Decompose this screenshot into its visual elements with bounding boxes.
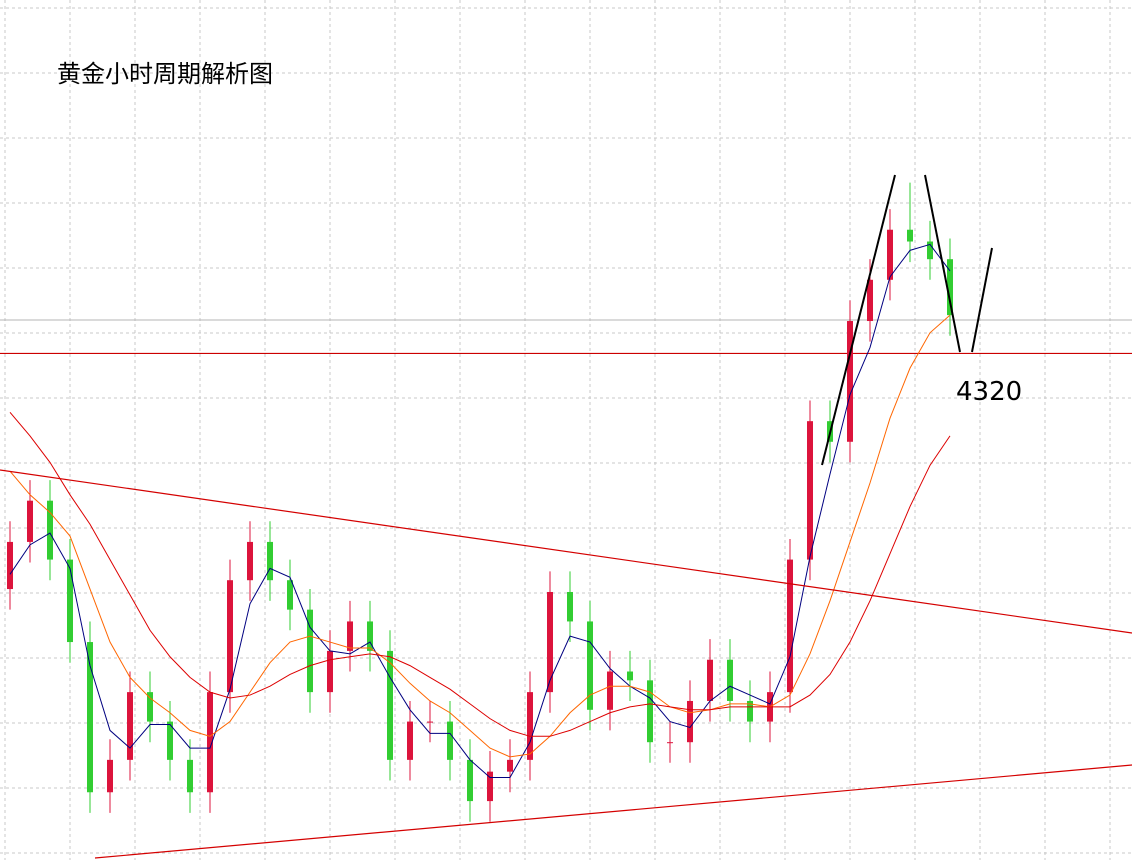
candle-body [327,650,333,693]
candle-body [727,659,733,701]
candle-body [427,721,433,723]
candle-body [107,759,113,793]
trend-line [94,764,1132,859]
candle-body [567,591,573,622]
candle-body [147,692,153,722]
moving-average [9,243,951,779]
candle-body [367,621,373,651]
candle-body [807,421,813,560]
moving-average [9,412,951,737]
candle-body [447,721,453,760]
candle-body [227,580,233,693]
candle-body [67,559,73,643]
candle-body [7,541,13,590]
candle-body [467,759,473,802]
candle-body [407,721,413,760]
candle-body [607,671,613,710]
candle-body [707,659,713,701]
plot [0,182,1132,822]
candle-body [547,591,553,693]
candle-body [207,692,213,793]
candle-body [947,259,953,316]
drawn-line [821,174,896,466]
trend-line [0,469,1132,634]
candle-body [747,700,753,722]
candle-body [187,759,193,793]
candle-body [847,321,853,442]
candle-body [787,559,793,693]
candle-body [527,692,533,760]
candle-body [867,279,873,322]
candle-body [627,671,633,681]
candle-body [47,500,53,560]
reference-label: 4320 [956,377,1022,407]
drawn-line [971,247,993,353]
candle-body [487,771,493,802]
candle-body [87,642,93,793]
candle-body [887,229,893,280]
moving-average [9,314,951,758]
candle-body [907,229,913,242]
candle-body [287,580,293,610]
candle-body [267,541,273,581]
candle-body [167,721,173,760]
candle-body [507,759,513,772]
candle-body [647,680,653,743]
candle-body [587,621,593,710]
candle-body [27,500,33,542]
candle-body [927,241,933,260]
candle-body [307,609,313,693]
candle-body [247,541,253,581]
chart-title: 黄金小时周期解析图 [57,60,273,88]
candle-body [687,700,693,743]
candle-body [387,650,393,760]
candle-body [347,621,353,651]
drawn-line [924,174,961,353]
candle-body [127,692,133,760]
candle-body [667,742,673,744]
